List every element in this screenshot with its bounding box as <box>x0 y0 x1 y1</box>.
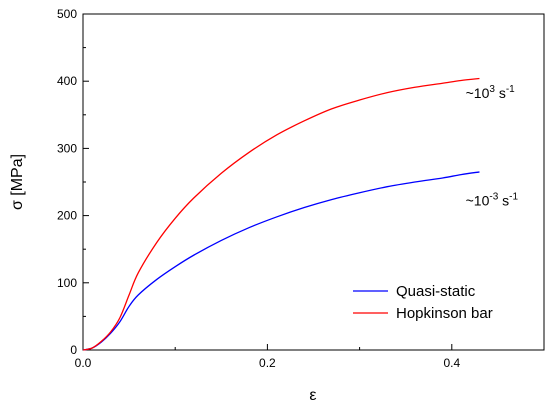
y-tick-label-0: 0 <box>70 343 77 357</box>
legend: Quasi-static Hopkinson bar <box>353 283 493 322</box>
legend-label-quasi-static: Quasi-static <box>396 283 476 300</box>
y-tick-label-3: 300 <box>57 141 77 155</box>
legend-label-hopkinson-bar: Hopkinson bar <box>396 305 493 322</box>
x-tick-label-1: 0.2 <box>259 356 276 370</box>
y-axis: 0 100 200 300 400 500 <box>57 7 89 357</box>
x-axis: 0.0 0.2 0.4 <box>75 344 545 370</box>
x-tick-label-2: 0.4 <box>443 356 460 370</box>
series-layer <box>82 77 480 351</box>
series-line-quasi-static <box>82 171 480 351</box>
y-tick-label-5: 500 <box>57 7 77 21</box>
annotation-layer: ~103 s-1 ~10-3 s-1 <box>466 84 519 209</box>
x-tick-label-0: 0.0 <box>75 356 92 370</box>
series-line-hopkinson-bar <box>82 77 480 351</box>
y-axis-title: σ [MPa] <box>9 154 26 210</box>
x-axis-title: ε <box>309 387 316 404</box>
rate-annotation-0: ~103 s-1 <box>466 84 516 101</box>
y-tick-label-4: 400 <box>57 74 77 88</box>
y-tick-label-2: 200 <box>57 209 77 223</box>
y-tick-label-1: 100 <box>57 276 77 290</box>
rate-annotation-1: ~10-3 s-1 <box>466 192 519 209</box>
